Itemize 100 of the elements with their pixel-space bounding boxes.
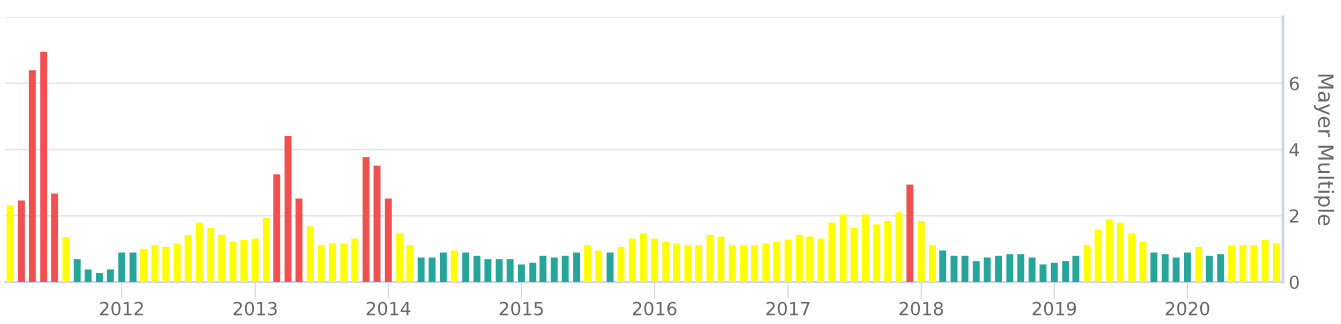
bar [662, 241, 670, 282]
bar [17, 200, 25, 282]
bar [751, 245, 758, 282]
bar [184, 234, 192, 282]
bar [861, 214, 869, 282]
bar [1072, 255, 1080, 282]
bar [73, 259, 81, 282]
bar [1272, 243, 1280, 282]
bar [263, 217, 270, 282]
bar [884, 221, 892, 282]
bar [929, 245, 936, 282]
bar [1161, 254, 1169, 282]
bar [218, 234, 226, 282]
x-tick-label: 2018 [899, 301, 943, 316]
bar [396, 233, 404, 282]
bar [817, 238, 825, 282]
x-tick-label: 2020 [1165, 301, 1210, 316]
bar [1205, 255, 1213, 282]
bar [1228, 245, 1236, 282]
bar [773, 241, 781, 282]
bar [173, 243, 181, 282]
bar [329, 243, 336, 282]
bar [1139, 241, 1147, 282]
bar [873, 224, 881, 282]
bar [406, 245, 414, 282]
bar [273, 174, 281, 282]
bar [850, 228, 858, 282]
bar [1050, 262, 1058, 282]
bar [972, 261, 980, 282]
y-tick-label: 4 [1289, 143, 1300, 157]
bar [306, 226, 314, 282]
bar [673, 243, 680, 282]
bar [595, 250, 603, 282]
bar [628, 238, 636, 282]
bar [1006, 254, 1014, 282]
bar [995, 255, 1002, 282]
bar [961, 255, 969, 282]
bar [251, 238, 259, 282]
bar [684, 245, 692, 282]
bar [118, 252, 126, 282]
bar [828, 222, 836, 282]
bar [450, 250, 458, 282]
bar [1017, 254, 1025, 282]
y-tick-label: 2 [1289, 209, 1299, 223]
bar [1116, 222, 1124, 282]
y-tick-label: 0 [1289, 275, 1299, 290]
bar [62, 236, 70, 282]
x-tick-label: 2014 [366, 301, 411, 316]
bar [207, 228, 215, 282]
y-axis-title: Mayer Multiple [1313, 74, 1335, 226]
bar [906, 184, 914, 282]
bar [1105, 219, 1113, 282]
bar [717, 236, 725, 282]
bar [639, 233, 647, 282]
bar [806, 236, 814, 282]
bar [439, 252, 447, 282]
bar [573, 252, 580, 282]
bar [84, 269, 92, 282]
bar [561, 255, 569, 282]
bar [195, 222, 203, 282]
bar [229, 241, 237, 282]
bar [695, 245, 703, 282]
bar [40, 51, 48, 282]
bar [317, 245, 325, 282]
bar [28, 70, 36, 282]
bar [651, 238, 659, 282]
bar [162, 246, 170, 282]
bar [1094, 229, 1102, 282]
bar [762, 243, 770, 282]
bar [1250, 245, 1258, 282]
bar [1062, 261, 1070, 282]
bar [1261, 239, 1269, 282]
bar [462, 252, 470, 282]
bar [140, 248, 148, 282]
bar [351, 238, 359, 282]
y-tick-label: 6 [1289, 76, 1299, 91]
x-tick-label: 2017 [766, 301, 810, 316]
bar [495, 259, 503, 282]
bar [584, 245, 591, 282]
bar [839, 214, 847, 282]
bar [340, 243, 348, 282]
bar [151, 245, 159, 282]
x-tick-label: 2015 [499, 301, 543, 316]
bar [506, 259, 514, 282]
bar [606, 252, 614, 282]
bar [784, 239, 792, 282]
x-tick-label: 2019 [1032, 301, 1077, 316]
bar [1083, 245, 1091, 282]
bar [529, 262, 537, 282]
bar [106, 269, 114, 282]
bar [1239, 245, 1247, 282]
bar [740, 245, 748, 282]
bar [1028, 257, 1036, 282]
bar [51, 193, 59, 282]
bar [895, 212, 903, 282]
bar [795, 234, 803, 282]
bar [417, 257, 425, 282]
bar [1172, 257, 1180, 282]
bar [1128, 233, 1136, 282]
bar [1217, 254, 1225, 282]
